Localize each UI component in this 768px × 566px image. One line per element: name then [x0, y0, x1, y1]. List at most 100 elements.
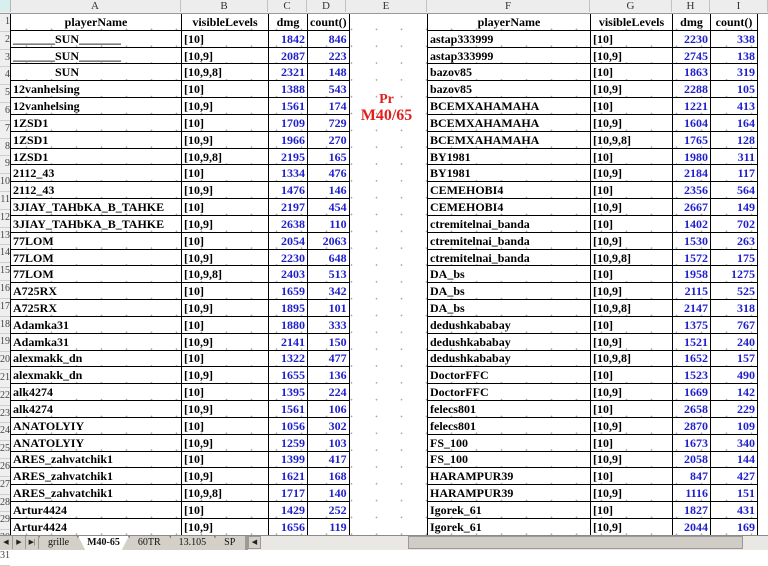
visible-levels-cell[interactable]: [10,9] — [590, 164, 673, 183]
player-name-cell[interactable]: felecs801 — [427, 416, 591, 435]
dmg-cell[interactable]: 1530 — [672, 231, 711, 250]
dmg-cell[interactable]: 2141 — [268, 332, 308, 351]
column-letter-D[interactable]: D — [307, 0, 346, 12]
player-name-cell[interactable]: 2112_43 — [10, 164, 182, 183]
player-name-cell[interactable]: BY1981 — [427, 164, 591, 183]
count-cell[interactable]: 333 — [307, 315, 350, 334]
player-name-cell[interactable]: FS_100 — [427, 433, 591, 452]
row-number[interactable]: 24 — [0, 423, 10, 442]
dmg-cell[interactable]: 1561 — [268, 400, 308, 418]
player-name-cell[interactable]: ANATOLYIY — [10, 433, 182, 452]
visible-levels-cell[interactable]: [10] — [590, 214, 673, 233]
count-cell[interactable]: 119 — [307, 517, 350, 536]
dmg-cell[interactable]: 2054 — [268, 231, 308, 250]
count-cell[interactable]: 413 — [710, 97, 758, 115]
dmg-cell[interactable]: 1673 — [672, 433, 711, 452]
visible-levels-cell[interactable]: [10] — [590, 467, 673, 486]
row-number[interactable]: 25 — [0, 441, 10, 459]
count-cell[interactable]: 109 — [710, 416, 758, 435]
visible-levels-cell[interactable]: [10,9,8] — [590, 349, 673, 368]
count-cell[interactable]: 417 — [307, 450, 350, 469]
count-cell[interactable]: 564 — [710, 181, 758, 200]
player-name-cell[interactable]: HARAMPUR39 — [427, 467, 591, 486]
player-name-cell[interactable]: ARES_zahvatchik1 — [10, 450, 182, 469]
visible-levels-cell[interactable]: [10,9] — [181, 467, 269, 486]
player-name-cell[interactable]: 1ZSD1 — [10, 147, 182, 166]
count-cell[interactable]: 252 — [307, 501, 350, 519]
visible-levels-cell[interactable]: [10,9] — [590, 46, 673, 65]
row-number[interactable]: 22 — [0, 388, 10, 406]
dmg-cell[interactable]: 847 — [672, 467, 711, 486]
visible-levels-cell[interactable]: [10,9] — [590, 332, 673, 351]
dmg-cell[interactable]: 1322 — [268, 349, 308, 368]
column-letter-B[interactable]: B — [181, 0, 268, 12]
dmg-cell[interactable]: 1656 — [268, 517, 308, 536]
dmg-cell[interactable]: 1521 — [672, 332, 711, 351]
dmg-cell[interactable]: 1388 — [268, 80, 308, 99]
player-name-cell[interactable]: alexmakk_dn — [10, 366, 182, 385]
count-cell[interactable]: 340 — [710, 433, 758, 452]
count-cell[interactable]: 1275 — [710, 265, 758, 284]
count-cell[interactable]: 846 — [307, 29, 350, 48]
visible-levels-cell[interactable]: [10,9,8] — [590, 130, 673, 149]
player-name-cell[interactable]: Adamka31 — [10, 315, 182, 334]
count-cell[interactable]: 138 — [710, 46, 758, 65]
row-number[interactable]: 23 — [0, 406, 10, 424]
visible-levels-cell[interactable]: [10,9,8] — [181, 147, 269, 166]
visible-levels-cell[interactable]: [10] — [181, 198, 269, 216]
player-name-cell[interactable]: ANATOLYIY — [10, 416, 182, 435]
player-name-cell[interactable]: 77LOM — [10, 265, 182, 284]
visible-levels-cell[interactable]: [10] — [590, 29, 673, 48]
count-cell[interactable]: 229 — [710, 400, 758, 418]
visible-levels-cell[interactable]: [10] — [181, 383, 269, 402]
player-name-cell[interactable]: bazov85 — [427, 80, 591, 99]
column-letter-F[interactable]: F — [427, 0, 590, 12]
count-cell[interactable]: 157 — [710, 349, 758, 368]
player-name-cell[interactable]: astap333999 — [427, 46, 591, 65]
visible-levels-cell[interactable]: [10,9] — [181, 248, 269, 267]
count-cell[interactable]: 513 — [307, 265, 350, 284]
column-header[interactable]: visibleLevels — [590, 13, 673, 31]
row-number[interactable]: 15 — [0, 263, 10, 281]
count-cell[interactable]: 2063 — [307, 231, 350, 250]
player-name-cell[interactable]: 3JIAY_TAHbKA_B_TAHKE — [10, 214, 182, 233]
dmg-cell[interactable]: 1765 — [672, 130, 711, 149]
visible-levels-cell[interactable]: [10,9] — [181, 97, 269, 115]
dmg-cell[interactable]: 1655 — [268, 366, 308, 385]
player-name-cell[interactable]: 2112_43 — [10, 181, 182, 200]
dmg-cell[interactable]: 2658 — [672, 400, 711, 418]
count-cell[interactable]: 149 — [710, 198, 758, 216]
dmg-cell[interactable]: 2288 — [672, 80, 711, 99]
row-number[interactable]: 6 — [0, 103, 10, 121]
row-number[interactable]: 10 — [0, 174, 10, 192]
count-cell[interactable]: 106 — [307, 400, 350, 418]
count-cell[interactable]: 110 — [307, 214, 350, 233]
visible-levels-cell[interactable]: [10] — [590, 97, 673, 115]
dmg-cell[interactable]: 2403 — [268, 265, 308, 284]
visible-levels-cell[interactable]: [10] — [181, 282, 269, 301]
visible-levels-cell[interactable]: [10,9,8] — [181, 484, 269, 503]
tab-splitter[interactable] — [245, 536, 248, 550]
count-cell[interactable]: 117 — [710, 164, 758, 183]
count-cell[interactable]: 427 — [710, 467, 758, 486]
visible-levels-cell[interactable]: [10,9] — [181, 214, 269, 233]
sheet-tab-60TR[interactable]: 60TR — [128, 536, 170, 550]
count-cell[interactable]: 543 — [307, 80, 350, 99]
count-cell[interactable]: 729 — [307, 113, 350, 132]
column-letter-H[interactable]: H — [672, 0, 710, 12]
count-cell[interactable]: 140 — [307, 484, 350, 503]
dmg-cell[interactable]: 1842 — [268, 29, 308, 48]
count-cell[interactable]: 270 — [307, 130, 350, 149]
dmg-cell[interactable]: 2197 — [268, 198, 308, 216]
dmg-cell[interactable]: 2745 — [672, 46, 711, 65]
visible-levels-cell[interactable]: [10,9] — [590, 383, 673, 402]
player-name-cell[interactable]: 12vanhelsing — [10, 97, 182, 115]
count-cell[interactable]: 174 — [307, 97, 350, 115]
player-name-cell[interactable]: 12vanhelsing — [10, 80, 182, 99]
column-letter-I[interactable]: I — [710, 0, 768, 12]
visible-levels-cell[interactable]: [10,9,8] — [590, 248, 673, 267]
count-cell[interactable]: 767 — [710, 315, 758, 334]
visible-levels-cell[interactable]: [10,9] — [590, 282, 673, 301]
dmg-cell[interactable]: 1709 — [268, 113, 308, 132]
count-cell[interactable]: 151 — [710, 484, 758, 503]
